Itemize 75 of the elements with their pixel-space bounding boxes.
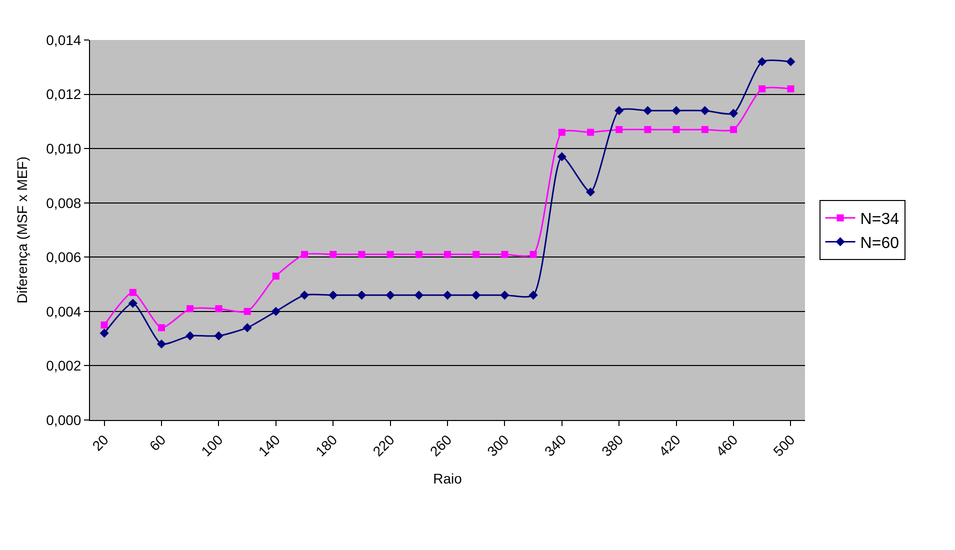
x-tick-label: 500 <box>770 431 798 460</box>
y-tick-label: 0,008 <box>46 194 82 211</box>
point <box>244 308 251 315</box>
point <box>644 126 652 134</box>
x-tick-label: 260 <box>426 431 455 460</box>
point <box>186 331 195 340</box>
point <box>442 290 452 300</box>
point <box>587 128 594 136</box>
y-tick-label: 0,002 <box>46 358 82 374</box>
point <box>758 85 766 92</box>
y-tick-label: 0,012 <box>46 86 82 102</box>
point <box>328 290 338 300</box>
point <box>472 290 481 300</box>
point <box>358 250 366 258</box>
point <box>386 250 394 258</box>
point <box>386 290 395 300</box>
point <box>414 290 424 300</box>
point <box>415 250 422 258</box>
y-tick-label: 0,006 <box>46 249 82 266</box>
point <box>100 322 108 328</box>
point <box>530 250 537 258</box>
y-tick-label: 0,014 <box>46 32 82 48</box>
x-tick-label: 60 <box>146 431 169 454</box>
point <box>501 250 508 258</box>
y-tick-label: 0,000 <box>46 412 82 428</box>
point <box>301 250 308 258</box>
point <box>672 106 681 116</box>
y-tick-label: 0,010 <box>46 140 82 156</box>
y-axis-title: Diferença (MSF x MEF) <box>14 156 30 304</box>
x-tick-label: 220 <box>370 431 398 460</box>
x-tick-label: 340 <box>541 431 570 460</box>
point <box>186 305 194 312</box>
point <box>156 339 166 349</box>
x-tick-label: 460 <box>712 431 741 460</box>
point <box>500 290 510 300</box>
point <box>730 126 737 134</box>
point <box>528 290 538 300</box>
point <box>472 250 480 258</box>
point <box>700 106 710 116</box>
x-tick-label: 380 <box>598 431 626 460</box>
point <box>129 288 136 296</box>
point <box>300 290 310 300</box>
point <box>271 306 280 316</box>
x-tick-label: 300 <box>484 431 512 460</box>
legend-label: N=60 <box>860 234 900 252</box>
point <box>616 126 623 134</box>
y-tick-label: 0,004 <box>46 303 82 320</box>
point <box>701 126 708 134</box>
point <box>128 298 138 308</box>
point <box>272 272 280 280</box>
point <box>158 324 165 332</box>
point <box>614 106 624 116</box>
point <box>672 126 680 134</box>
point <box>586 187 596 197</box>
x-tick-label: 140 <box>255 431 284 460</box>
point <box>643 106 652 116</box>
legend-label: N=34 <box>860 211 900 228</box>
point <box>214 331 224 340</box>
point <box>787 85 794 92</box>
point <box>728 108 738 118</box>
x-tick-label: 20 <box>89 431 112 454</box>
x-axis-title: Raio <box>433 470 462 487</box>
point <box>100 328 109 338</box>
point <box>215 305 222 312</box>
x-tick-label: 100 <box>198 431 226 460</box>
point <box>444 250 451 258</box>
point <box>786 57 796 66</box>
point <box>558 128 566 136</box>
x-tick-label: 180 <box>312 431 340 460</box>
point <box>758 57 767 66</box>
point <box>557 152 566 162</box>
point <box>357 290 366 300</box>
x-tick-label: 420 <box>656 431 684 460</box>
point <box>242 323 252 332</box>
point <box>330 250 337 258</box>
